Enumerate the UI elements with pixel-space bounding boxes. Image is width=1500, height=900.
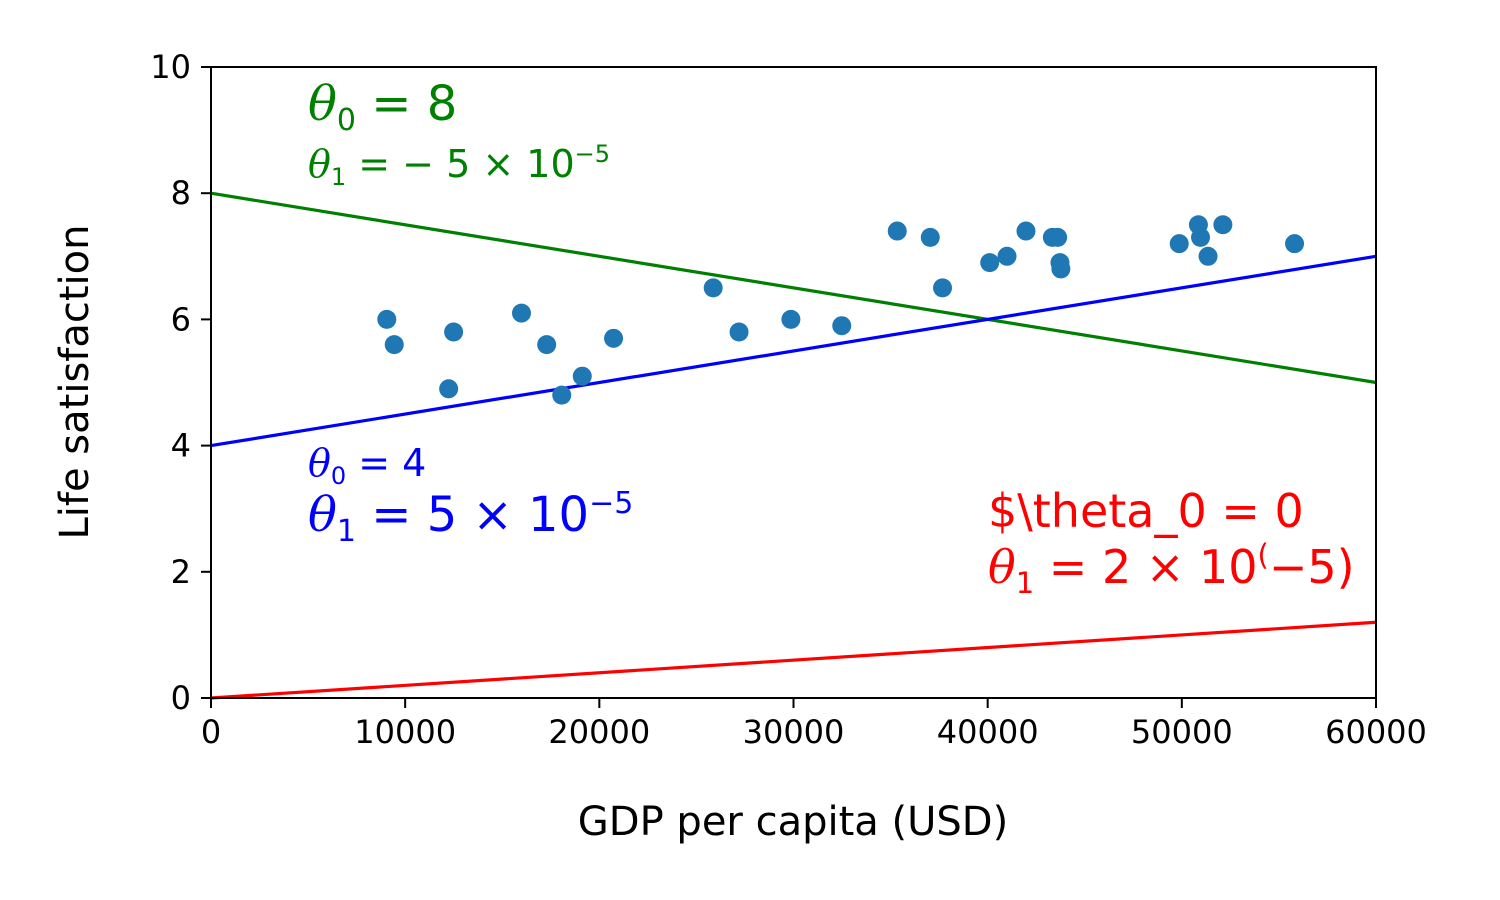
- plot-area: [210, 191, 1377, 700]
- x-tick-label: 0: [201, 713, 221, 751]
- data-point: [1198, 246, 1218, 266]
- data-point: [781, 309, 801, 329]
- data-point: [920, 227, 940, 247]
- data-point: [439, 379, 459, 399]
- x-tick-label: 30000: [743, 713, 845, 751]
- data-point: [604, 328, 624, 348]
- red-theta1-annotation: θ1 = 2 × 10(−5): [988, 538, 1355, 600]
- ticks: 0 10000 20000 30000 40000 50000 60000 0 2 4 6 8 10: [150, 48, 1427, 751]
- data-point: [933, 278, 953, 298]
- data-point: [537, 335, 557, 355]
- y-tick-label: 6: [171, 300, 191, 338]
- data-point: [377, 309, 397, 329]
- x-axis-label: GDP per capita (USD): [578, 799, 1008, 845]
- data-point: [1048, 227, 1068, 247]
- data-point: [980, 253, 1000, 273]
- x-tick-label: 20000: [548, 713, 650, 751]
- data-point: [1285, 234, 1305, 254]
- data-point: [1051, 259, 1071, 279]
- green-theta0-annotation: θ0 = 8: [308, 76, 457, 138]
- y-tick-label: 4: [171, 427, 191, 465]
- data-point: [997, 246, 1017, 266]
- y-tick-label: 0: [171, 679, 191, 717]
- data-point: [384, 335, 404, 355]
- x-tick-label: 60000: [1325, 713, 1427, 751]
- x-tick-label: 40000: [937, 713, 1039, 751]
- data-point: [511, 303, 531, 323]
- x-tick-label: 50000: [1131, 713, 1233, 751]
- blue-theta1-annotation: θ1 = 5 × 10−5: [308, 486, 633, 549]
- y-tick-label: 8: [171, 174, 191, 212]
- data-point: [832, 316, 852, 336]
- red-theta0-annotation: $\theta_0 = 0: [988, 484, 1304, 538]
- model-line-1: [210, 254, 1377, 448]
- data-point: [1213, 215, 1233, 235]
- y-axis-label: Life satisfaction: [52, 225, 98, 540]
- data-point: [444, 322, 464, 342]
- y-tick-label: 2: [171, 553, 191, 591]
- y-tick-label: 10: [150, 48, 191, 86]
- data-point: [1016, 221, 1036, 241]
- blue-theta0-annotation: θ0 = 4: [308, 441, 426, 490]
- data-point: [552, 385, 572, 405]
- data-point: [887, 221, 907, 241]
- data-point: [572, 366, 592, 386]
- model-line-0: [210, 191, 1377, 385]
- data-point: [1169, 234, 1189, 254]
- model-line-2: [210, 620, 1377, 700]
- x-tick-label: 10000: [354, 713, 456, 751]
- green-theta1-annotation: θ1 = − 5 × 10−5: [308, 140, 610, 191]
- data-point: [703, 278, 723, 298]
- data-point: [1191, 227, 1211, 247]
- data-point: [729, 322, 749, 342]
